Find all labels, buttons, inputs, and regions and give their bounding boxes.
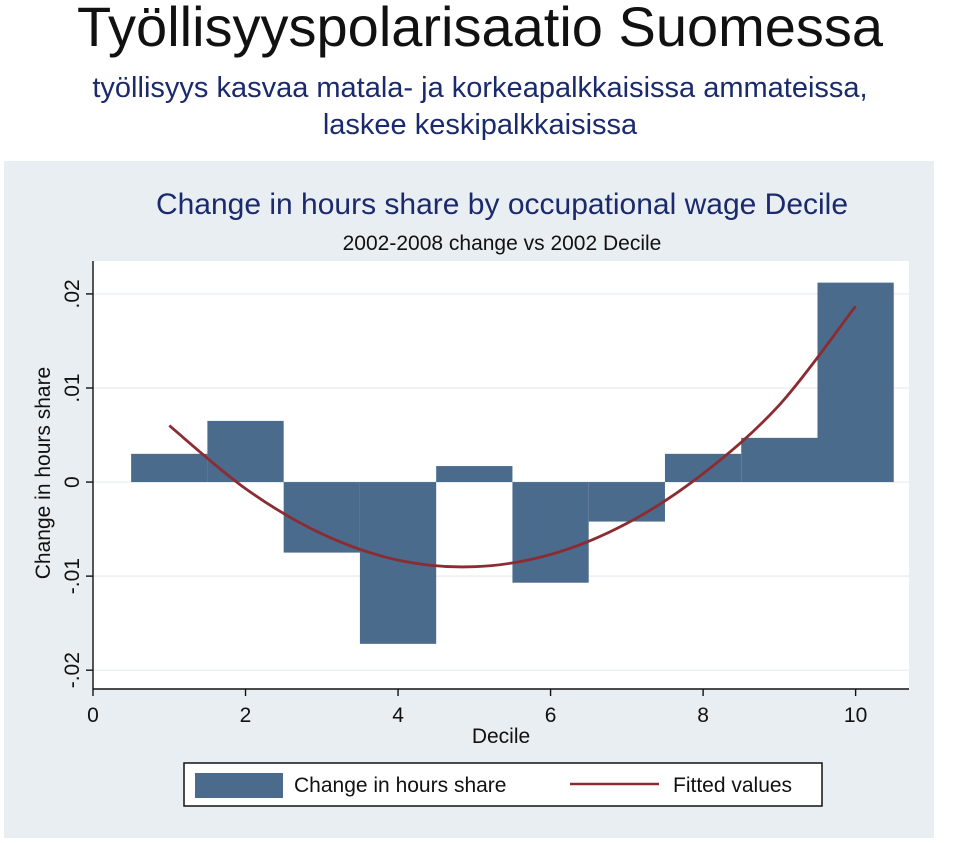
- axes: [92, 261, 909, 690]
- fit-line: [168, 305, 857, 569]
- fitted-values-line: [168, 305, 857, 569]
- bar-decile-5: [436, 466, 513, 483]
- main-subtitle: työllisyys kasvaa matala- ja korkeapalkk…: [0, 70, 960, 144]
- subtitle-line-1: työllisyys kasvaa matala- ja korkeapalkk…: [92, 72, 868, 104]
- y-tick-label-1: -.01: [61, 558, 84, 594]
- bar-decile-8: [664, 453, 742, 483]
- x-tick-label-4: 8: [697, 704, 709, 727]
- legend-label-fit: Fitted values: [673, 774, 792, 797]
- y-axis-label: Change in hours share: [32, 367, 55, 579]
- main-title: Työllisyyspolarisaatio Suomessa: [76, 0, 884, 58]
- y-tick-label-0: -.02: [61, 652, 84, 688]
- chart-subtitle: 2002-2008 change vs 2002 Decile: [343, 232, 662, 255]
- bar-decile-2: [207, 420, 284, 483]
- y-ticks: -.02 -.01 0 .01 .02: [61, 279, 93, 688]
- bar-decile-9: [741, 437, 818, 483]
- bar-decile-10: [817, 282, 894, 483]
- x-tick-label-0: 0: [87, 704, 99, 727]
- subtitle-line-2: laskee keskipalkkaisissa: [322, 109, 638, 141]
- y-tick-label-2: 0: [61, 476, 84, 488]
- x-tick-label-2: 4: [392, 704, 404, 727]
- bar-decile-7: [588, 482, 665, 522]
- bar-decile-1: [131, 453, 208, 483]
- legend-box: [183, 762, 823, 807]
- bar-decile-3: [283, 482, 360, 553]
- bar-decile-4: [359, 482, 437, 644]
- chart-panel: Change in hours share by occupational wa…: [4, 161, 934, 838]
- x-ticks: 0 2 4 6 8 10: [87, 689, 867, 727]
- y-tick-label-3: .01: [61, 373, 84, 402]
- legend-bar-swatch: [195, 773, 283, 798]
- legend-label-bars: Change in hours share: [294, 774, 506, 797]
- chart-title: Change in hours share by occupational wa…: [156, 188, 848, 221]
- chart-svg: Change in hours share by occupational wa…: [32, 188, 909, 807]
- x-tick-label-3: 6: [545, 704, 557, 727]
- x-tick-label-1: 2: [240, 704, 252, 727]
- y-tick-label-4: .02: [61, 279, 84, 308]
- legend: Change in hours share Fitted values: [183, 762, 823, 807]
- bar-decile-6: [512, 482, 589, 583]
- x-axis-label: Decile: [472, 725, 530, 748]
- bars: [131, 282, 894, 644]
- x-tick-label-5: 10: [844, 704, 867, 727]
